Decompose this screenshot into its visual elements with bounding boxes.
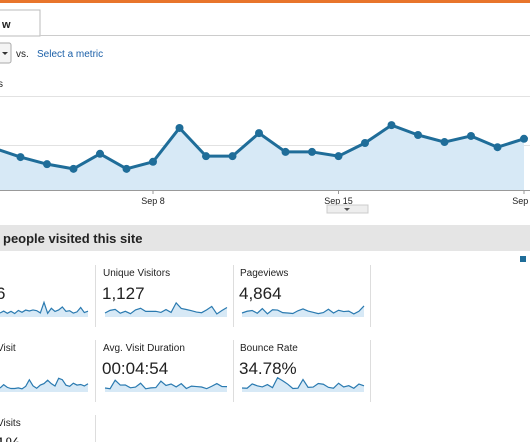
point	[520, 134, 528, 143]
point	[175, 123, 184, 132]
point	[228, 152, 237, 161]
top-bar	[0, 0, 530, 3]
metric-value: 1,127	[102, 284, 145, 303]
handle-arrow	[344, 208, 350, 211]
section-header	[0, 225, 530, 251]
point	[255, 129, 263, 138]
point	[308, 147, 316, 156]
metric-label: Bounce Rate	[240, 343, 298, 354]
point	[440, 138, 449, 147]
metric-cards: 6 Unique Visitors 1,127 Pageviews 4,864 Visit…	[0, 265, 371, 442]
point	[334, 152, 343, 161]
sparkline-area	[242, 305, 364, 317]
metric-label: Visit	[0, 343, 16, 354]
x-tick-label: Sep 8	[141, 196, 165, 206]
metric-value: 00:04:54	[102, 359, 168, 378]
dropdown-arrow	[2, 52, 8, 55]
x-tick-label: Sep 2	[512, 196, 530, 206]
sparkline-area	[0, 302, 88, 317]
point	[96, 149, 104, 158]
point	[361, 139, 369, 147]
tab-label[interactable]: w	[1, 19, 11, 31]
select-metric-link[interactable]: Select a metric	[37, 49, 103, 60]
section-title: people visited this site	[3, 231, 142, 246]
area	[0, 125, 524, 190]
point	[202, 152, 210, 161]
sparkline	[0, 377, 89, 390]
sparkline	[0, 300, 89, 315]
sparkline	[104, 379, 228, 390]
point	[281, 147, 290, 156]
point	[467, 131, 475, 140]
sparkline-area	[105, 380, 227, 392]
tab[interactable]	[0, 9, 41, 37]
metric-value: 34.78%	[239, 359, 297, 378]
metric-label: Visits	[0, 418, 21, 429]
point	[149, 157, 157, 166]
vs-label: vs.	[16, 49, 29, 60]
sparkline	[104, 301, 228, 315]
x-tick-label: Sep 15	[324, 196, 353, 206]
point	[122, 164, 131, 173]
sparkline-area	[0, 378, 88, 392]
metric-legend: s	[0, 79, 3, 90]
point	[414, 131, 422, 140]
point	[69, 164, 78, 173]
metric-value: 1%	[0, 434, 21, 442]
metric-value: 6	[0, 284, 5, 303]
metric-label: Pageviews	[240, 268, 288, 279]
legend-square	[520, 256, 526, 262]
point	[16, 153, 25, 162]
sparkline	[241, 376, 365, 390]
metric-value: 4,864	[239, 284, 282, 303]
metric-label: Avg. Visit Duration	[103, 343, 185, 354]
point	[387, 121, 396, 130]
point	[493, 143, 502, 152]
point	[43, 160, 51, 169]
sparkline	[241, 305, 365, 315]
graph: Sep 8 Sep 15 Sep 2	[0, 121, 530, 206]
metric-label: Unique Visitors	[103, 268, 170, 279]
